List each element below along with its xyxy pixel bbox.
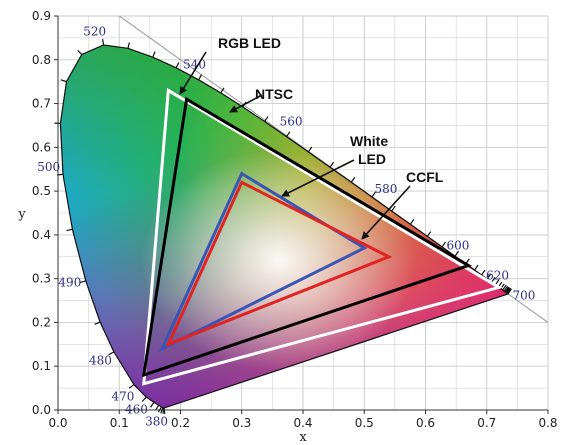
locus-tick bbox=[307, 146, 313, 153]
locus-tick bbox=[94, 321, 101, 325]
annotation-label: CCFL bbox=[406, 169, 444, 185]
locus-tick bbox=[77, 49, 83, 55]
locus-tick bbox=[264, 116, 269, 122]
locus-tick bbox=[162, 407, 165, 414]
locus-tick bbox=[481, 269, 486, 276]
annotation-arrow bbox=[361, 185, 411, 240]
x-tick-label: 0.3 bbox=[232, 416, 251, 430]
locus-tick bbox=[286, 131, 291, 137]
y-tick-label: 0.6 bbox=[32, 140, 51, 154]
y-tick-label: 0.3 bbox=[32, 272, 51, 286]
locus-tick bbox=[160, 407, 164, 414]
wavelength-label: 520 bbox=[83, 25, 106, 39]
locus-tick bbox=[79, 280, 86, 284]
locus-tick bbox=[66, 228, 73, 232]
locus-tick bbox=[329, 161, 334, 168]
locus-tick bbox=[409, 219, 415, 225]
gamut-triangle-ntsc bbox=[141, 96, 472, 378]
axes: 0.0 0.1 0.2 0.3 0.4 0.5 0.6 0.7 0.8 0.0 0.1 0.2 0.3 0… bbox=[17, 9, 557, 445]
gamut-triangles bbox=[141, 87, 503, 386]
locus-tick bbox=[128, 384, 135, 389]
x-tick-label: 0.4 bbox=[293, 416, 312, 430]
locus-tick bbox=[504, 286, 510, 293]
wavelength-label: 490 bbox=[58, 275, 81, 289]
wavelength-label: 480 bbox=[89, 354, 112, 368]
wavelength-label: 600 bbox=[447, 238, 470, 252]
locus-tick bbox=[503, 285, 509, 292]
annotation-label: White bbox=[350, 133, 388, 149]
locus-tick bbox=[108, 351, 115, 356]
locus-tick bbox=[220, 87, 225, 94]
locus-tick bbox=[371, 191, 376, 198]
x-tick-label: 0.5 bbox=[355, 416, 374, 430]
locus-tick bbox=[505, 287, 510, 293]
locus-tick bbox=[127, 42, 130, 49]
x-axis-label: x bbox=[299, 430, 307, 445]
locus-tick bbox=[141, 396, 147, 402]
annotation-arrow bbox=[281, 159, 355, 197]
x-tick-label: 0.7 bbox=[477, 416, 496, 430]
locus-tick bbox=[102, 38, 105, 46]
annotation-arrow bbox=[179, 51, 207, 95]
locus-tick bbox=[150, 401, 155, 408]
gamut-triangle-ccfl bbox=[165, 180, 393, 348]
locus-tick bbox=[454, 250, 459, 257]
locus-tick bbox=[350, 177, 356, 183]
wavelength-label: 580 bbox=[374, 182, 397, 196]
y-axis-label: y bbox=[17, 207, 26, 222]
locus-tick bbox=[391, 205, 396, 212]
annotation-label: LED bbox=[358, 151, 386, 167]
annotations: RGB LED NTSC White LED CCFL bbox=[179, 35, 444, 240]
locus-tick bbox=[491, 276, 496, 283]
wavelength-label: 380 bbox=[145, 415, 168, 429]
x-tick-label: 0.6 bbox=[416, 416, 435, 430]
locus-tick bbox=[163, 407, 166, 414]
locus-tick bbox=[154, 404, 160, 411]
locus-tick bbox=[507, 288, 512, 295]
locus-tick bbox=[60, 79, 67, 83]
y-tick-label: 0.0 bbox=[32, 403, 51, 417]
annotation-label: RGB LED bbox=[218, 35, 281, 51]
y-tick-label: 0.8 bbox=[32, 53, 51, 67]
locus-tick bbox=[175, 62, 180, 69]
y-tick-label: 0.4 bbox=[32, 228, 51, 242]
x-tick-label: 0.1 bbox=[110, 416, 129, 430]
annotation-label: NTSC bbox=[255, 86, 293, 102]
y-tick-label: 0.2 bbox=[32, 315, 51, 329]
wavelength-label: 500 bbox=[37, 160, 60, 174]
x-tick-label: 0.0 bbox=[48, 416, 67, 430]
locus-tick bbox=[502, 284, 507, 291]
y-tick-label: 0.5 bbox=[32, 184, 51, 198]
y-tick-label: 0.1 bbox=[32, 359, 51, 373]
y-tick-label: 0.9 bbox=[32, 9, 51, 23]
y-tick-label: 0.7 bbox=[32, 97, 51, 111]
wavelength-label: 560 bbox=[280, 114, 303, 128]
locus-tick bbox=[474, 264, 479, 271]
locus-tick bbox=[441, 241, 447, 248]
locus-tick bbox=[198, 74, 203, 81]
annotation-arrow bbox=[229, 94, 263, 113]
wavelength-label: 470 bbox=[112, 389, 135, 403]
locus-tick bbox=[486, 273, 492, 280]
x-tick-label: 0.8 bbox=[538, 416, 557, 430]
wavelength-label: 700 bbox=[512, 289, 535, 303]
locus-tick bbox=[152, 51, 156, 58]
gamut-triangle-white-led bbox=[158, 171, 368, 352]
wavelength-label: 620 bbox=[486, 269, 509, 283]
x-tick-label: 0.2 bbox=[171, 416, 190, 430]
locus-tick bbox=[426, 231, 432, 237]
gamut-triangle-rgb-led bbox=[142, 87, 503, 386]
